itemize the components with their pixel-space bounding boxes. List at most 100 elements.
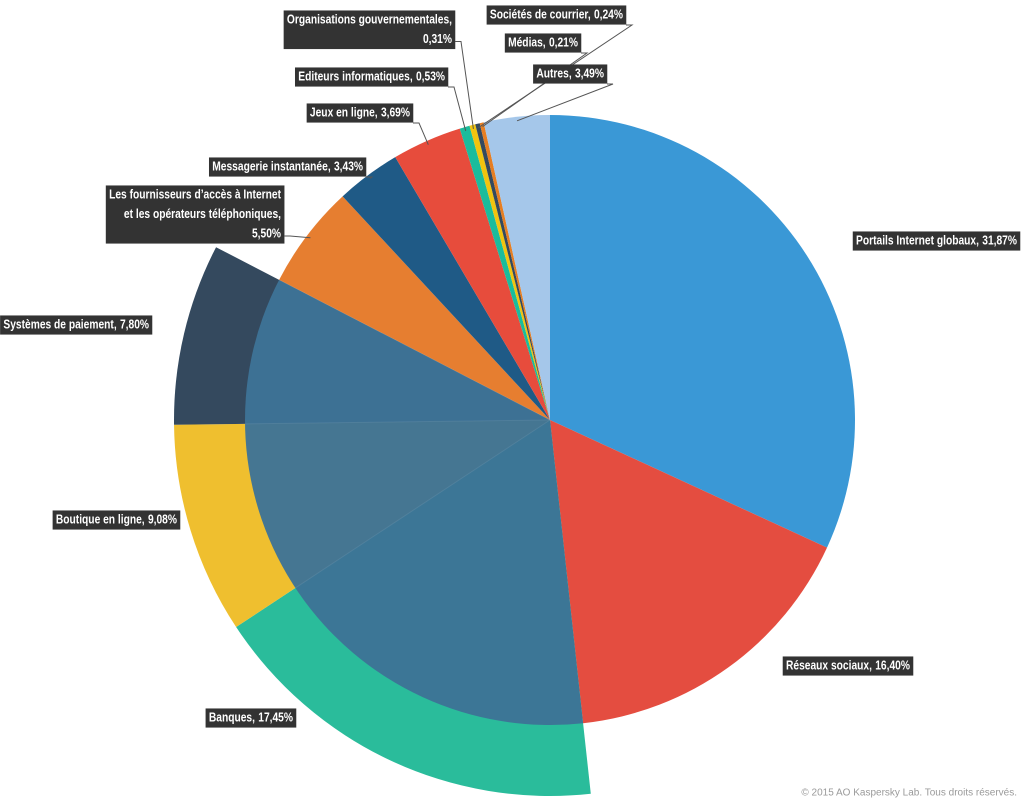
label: Systèmes de paiement, 7,80% [0, 315, 153, 335]
pie-slice [342, 157, 550, 420]
label-box [105, 185, 285, 244]
label-text: Les fournisseurs d’accès à Internet et le… [109, 188, 281, 240]
category-line: Jeux en ligne, [310, 106, 378, 119]
label-text: Boutique en ligne, 9,08% [56, 513, 177, 526]
category-label: Editeurs informatiques, [298, 70, 412, 83]
overlay-edge [245, 419, 551, 425]
category-line: Boutique en ligne, [56, 513, 145, 526]
label-text: Réseaux sociaux, 16,40% [786, 659, 910, 672]
labels: Portails Internet globaux, 31,87% Réseaux … [0, 5, 1021, 728]
label-box [52, 510, 181, 530]
label: Organisations gouvernementales, 0,31% [283, 10, 456, 50]
category-line: Réseaux sociaux, [786, 659, 872, 672]
category-label: Boutique en ligne, [56, 513, 145, 526]
leader-line [482, 52, 589, 128]
pie-slice [475, 123, 550, 420]
label: Portails Internet globaux, 31,87% [852, 231, 1021, 251]
category-line: Messagerie instantanée, [212, 160, 330, 173]
category-line: Systèmes de paiement, [3, 318, 116, 331]
label-text: Médias, 0,21% [508, 36, 578, 49]
value-label: 31,87% [982, 234, 1017, 247]
label: Réseaux sociaux, 16,40% [782, 656, 914, 676]
value-label: 0,53% [416, 70, 445, 83]
category-label: Réseaux sociaux, [786, 659, 872, 672]
label: Autres, 3,49% [533, 64, 608, 84]
pie-slice [459, 125, 550, 420]
label-text: Organisations gouvernementales, 0,31% [287, 13, 452, 46]
value-label: 7,80% [120, 318, 149, 331]
pie-slice [395, 128, 550, 420]
category-label: Messagerie instantanée, [212, 160, 330, 173]
value-label: 0,24% [594, 8, 623, 21]
label-box [208, 157, 367, 177]
leader-line [516, 83, 614, 122]
category-line: Autres, [536, 67, 571, 80]
label: Jeux en ligne, 3,69% [306, 103, 414, 123]
label-text: Banques, 17,45% [209, 711, 293, 724]
value-label: 3,69% [381, 106, 410, 119]
pie-slice [279, 196, 550, 420]
category-line: Sociétés de courrier, [490, 8, 591, 21]
label-text: Portails Internet globaux, 31,87% [856, 234, 1017, 247]
value-label: 17,45% [258, 711, 293, 724]
leader-line [448, 86, 467, 132]
pie-slice [483, 115, 550, 420]
category-line: Portails Internet globaux, [856, 234, 979, 247]
category-line: Organisations gouvernementales, [287, 13, 452, 26]
value-label: 3,49% [575, 67, 604, 80]
pie-slice [550, 115, 855, 548]
value-label: 3,43% [334, 160, 363, 173]
overlay-edge [295, 419, 551, 589]
leader-line [455, 41, 474, 129]
category-label: Autres, [536, 67, 571, 80]
value-label: 5,50% [252, 227, 281, 240]
label-box [533, 64, 608, 84]
label-text: Messagerie instantanée, 3,43% [212, 160, 363, 173]
label-box [306, 103, 414, 123]
label-box [0, 315, 153, 335]
label-box [852, 231, 1021, 251]
category-label: Systèmes de paiement, [3, 318, 116, 331]
category-label: Portails Internet globaux, [856, 234, 979, 247]
slices [174, 115, 855, 796]
value-label: 9,08% [148, 513, 177, 526]
value-label: 0,21% [549, 36, 578, 49]
copyright: © 2015 AO Kaspersky Lab. Tous droits rés… [801, 788, 1017, 799]
label: Banques, 17,45% [205, 708, 297, 728]
category-label: Les fournisseurs d’accès à Internet et le… [109, 188, 281, 221]
label-text: Autres, 3,49% [536, 67, 604, 80]
label: Médias, 0,21% [504, 33, 582, 53]
category-line: Editeurs informatiques, [298, 70, 412, 83]
category-label: Médias, [508, 36, 546, 49]
label: Boutique en ligne, 9,08% [52, 510, 181, 530]
category-line: et les opérateurs téléphoniques, [124, 208, 281, 221]
category-label: Jeux en ligne, [310, 106, 378, 119]
category-line: Banques, [209, 711, 255, 724]
leader-line [413, 122, 429, 145]
label-text: Jeux en ligne, 3,69% [310, 106, 410, 119]
label: Messagerie instantanée, 3,43% [208, 157, 367, 177]
label-text: Systèmes de paiement, 7,80% [3, 318, 149, 331]
label-box [504, 33, 582, 53]
category-label: Sociétés de courrier, [490, 8, 591, 21]
leader-line [366, 176, 374, 179]
pie-slice [479, 122, 550, 420]
label: Editeurs informatiques, 0,53% [294, 67, 449, 87]
label: Sociétés de courrier, 0,24% [486, 5, 627, 25]
label-text: Editeurs informatiques, 0,53% [298, 70, 445, 83]
category-line: Les fournisseurs d’accès à Internet [109, 188, 281, 201]
category-line: Médias, [508, 36, 546, 49]
label-box [283, 10, 456, 50]
category-label: Banques, [209, 711, 255, 724]
pie-slice [550, 420, 828, 724]
overlay [245, 279, 584, 725]
value-label: 0,31% [423, 33, 452, 46]
value-label: 16,40% [875, 659, 910, 672]
leader-line [284, 235, 311, 239]
category-label: Organisations gouvernementales, [287, 13, 452, 26]
label-box [205, 708, 297, 728]
label: Les fournisseurs d’accès à Internet et le… [105, 185, 285, 244]
label-box [294, 67, 449, 87]
